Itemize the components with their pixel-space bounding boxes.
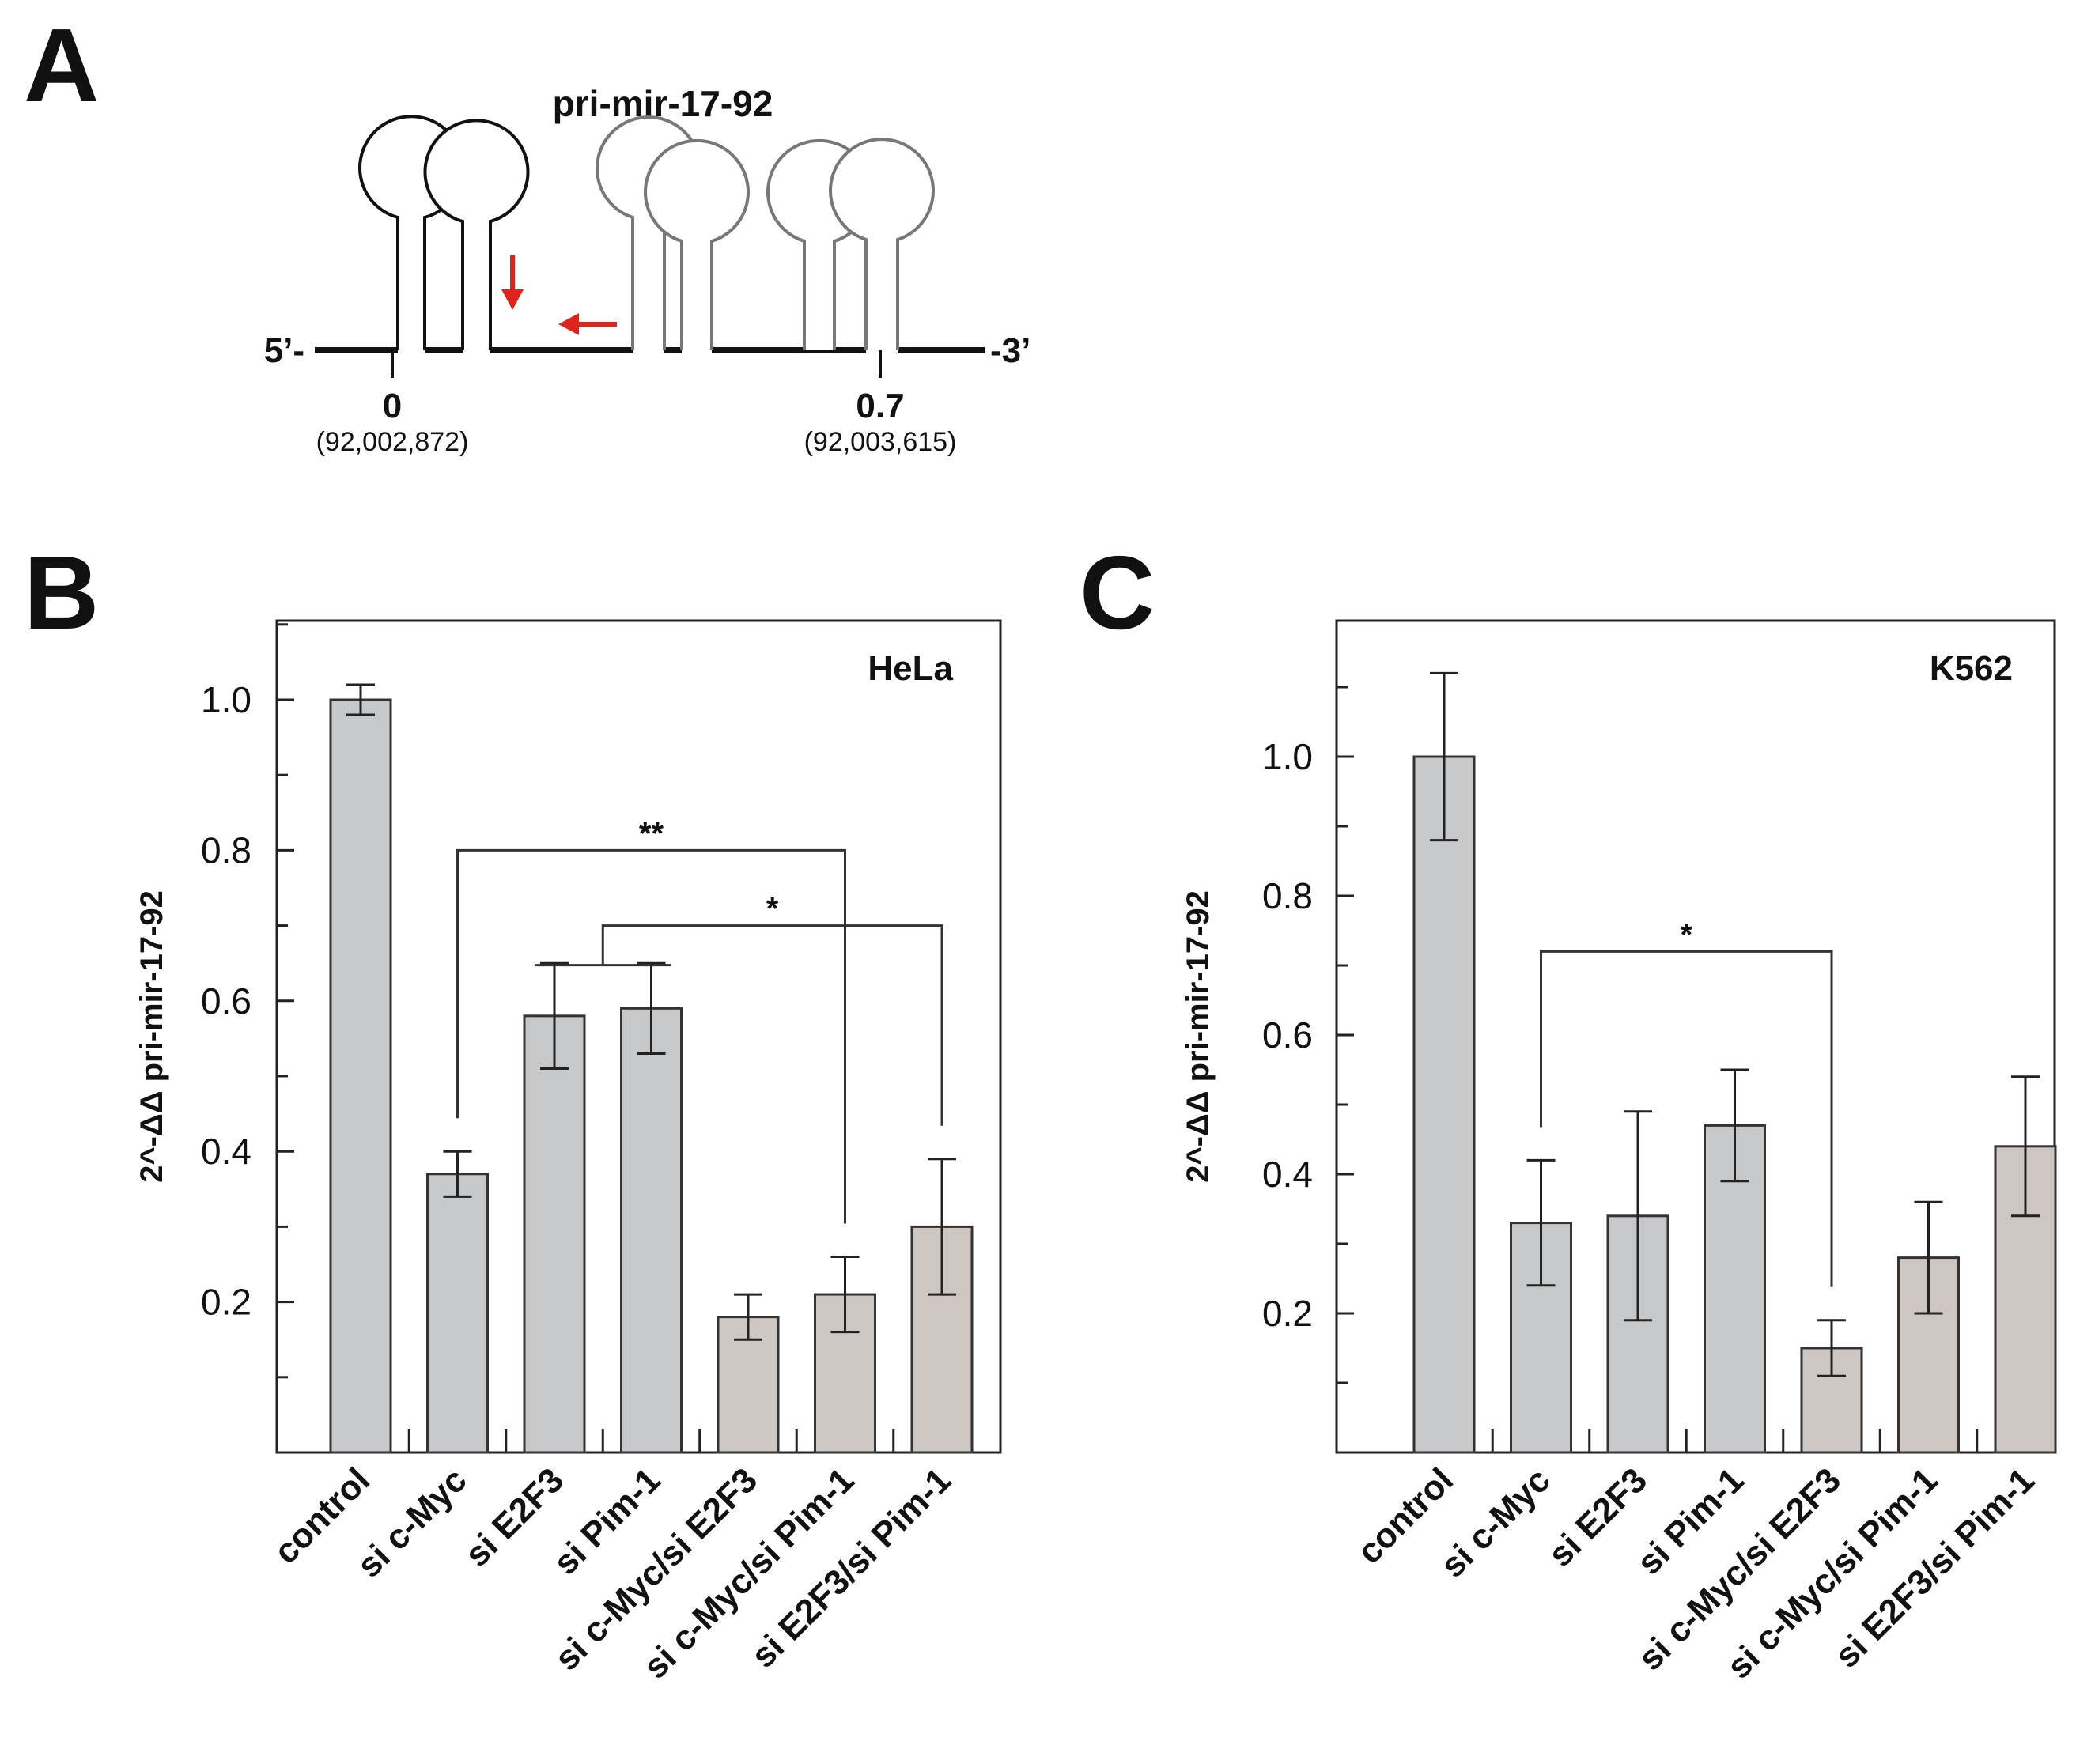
panel-b-letter: B [24,534,99,651]
panel-a-diagram: A pri-mir-17-92 [24,7,1030,457]
panel-c-chart: C K562 2^-ΔΔ pri-mir-17-92 0.2 0.4 0.6 0.8 1… [1080,534,2057,1687]
y-tick-label: 1.0 [201,679,251,720]
significance-bracket [456,848,846,1224]
bars [1412,671,2057,1454]
y-axis-label: 2^-ΔΔ pri-mir-17-92 [1181,890,1216,1183]
left-coordinate: (92,002,872) [316,427,469,457]
significance-brackets: * [1540,917,1833,1287]
bar [814,1293,876,1454]
significance-label: * [766,892,779,927]
five-prime-label: 5’- [264,331,304,370]
left-arrow-icon [558,313,579,335]
significance-brackets: *** [456,816,943,1224]
cell-line-label: HeLa [868,649,953,688]
significance-label: ** [639,816,664,851]
hairpin-4 [644,138,750,350]
bar [620,1007,683,1454]
y-axis-label: 2^-ΔΔ pri-mir-17-92 [134,890,169,1183]
panel-b-chart: B HeLa 2^-ΔΔ pri-mir-17-92 0.2 0.4 0.6 0.8 1… [24,534,1002,1687]
right-position: 0.7 [856,387,904,425]
hairpin-2 [423,119,530,350]
plot-frame [1335,619,2056,1454]
down-arrow-icon [501,289,524,310]
y-ticks: 0.2 0.4 0.6 0.8 1.0 [1262,686,1354,1384]
significance-bracket [601,924,943,1126]
bar [523,1014,586,1454]
panel-c-letter: C [1080,534,1155,651]
significance-label: * [1680,917,1692,952]
cell-line-label: K562 [1930,649,2013,688]
hairpin-group-dark [358,115,530,350]
left-position: 0 [383,387,402,425]
panel-a-letter: A [24,7,99,123]
y-tick-label: 0.6 [201,980,251,1022]
y-tick-label: 0.4 [201,1131,251,1172]
y-tick-label: 0.6 [1262,1014,1313,1056]
y-tick-label: 0.2 [201,1282,251,1323]
y-tick-label: 0.8 [201,829,251,871]
bar [1412,755,1476,1454]
y-tick-label: 0.2 [1262,1293,1313,1334]
y-tick-label: 0.8 [1262,875,1313,916]
bar [329,698,392,1454]
hairpin-group-grey [596,115,935,350]
hairpin-6 [829,138,935,350]
bar [426,1173,489,1454]
y-ticks: 0.2 0.4 0.6 0.8 1.0 [201,623,294,1379]
y-tick-label: 0.4 [1262,1154,1313,1195]
pri-mir-title: pri-mir-17-92 [553,83,773,124]
primer-arrows [501,255,617,335]
three-prime-label: -3’ [990,331,1030,370]
significance-bracket [1540,950,1833,1287]
bars [329,683,974,1454]
right-coordinate: (92,003,615) [804,427,957,457]
y-tick-label: 1.0 [1262,736,1313,777]
